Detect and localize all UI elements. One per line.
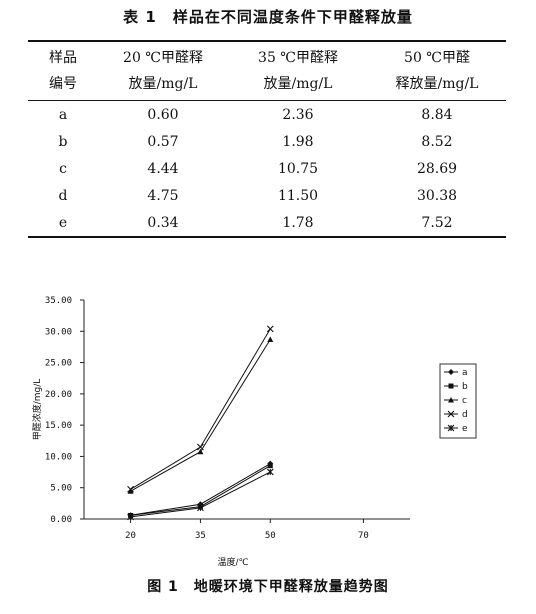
table-row: e 0.34 1.78 7.52 xyxy=(28,209,506,237)
table-cell: b xyxy=(58,133,68,150)
table-cell: 8.84 xyxy=(421,106,453,123)
table-row: b 0.57 1.98 8.52 xyxy=(28,128,506,155)
legend-label-b: b xyxy=(462,382,468,392)
data-point-e xyxy=(127,513,134,521)
table-cell: 4.44 xyxy=(147,160,179,177)
table-cell: 0.60 xyxy=(147,106,179,123)
data-point-b xyxy=(267,463,273,469)
x-tick-label: 50 xyxy=(265,531,276,541)
table-cell: 1.98 xyxy=(282,133,314,150)
legend-marker-c xyxy=(448,397,454,403)
header-20c: 20 ℃甲醛释 放量/mg/L xyxy=(98,41,228,101)
legend-box xyxy=(439,363,477,439)
header-line: 20 ℃甲醛释 xyxy=(123,50,203,66)
y-tick-label: 30.00 xyxy=(45,327,72,337)
data-point-d xyxy=(266,325,274,333)
legend-marker-d xyxy=(447,410,455,418)
table-cell: 30.38 xyxy=(416,187,458,204)
y-tick-label: 35.00 xyxy=(45,296,72,306)
table-cell: 0.34 xyxy=(147,214,179,231)
x-axis-label: 温度/℃ xyxy=(217,556,248,568)
legend-label-c: c xyxy=(462,396,467,406)
x-tick-label: 70 xyxy=(358,531,369,541)
table-row: c 4.44 10.75 28.69 xyxy=(28,155,506,182)
table-row: a 0.60 2.36 8.84 xyxy=(28,101,506,129)
table-cell: 8.52 xyxy=(421,133,453,150)
legend-label-a: a xyxy=(462,368,468,378)
series-line-c xyxy=(130,339,271,492)
legend-marker-a xyxy=(448,369,454,375)
legend-label-e: e xyxy=(462,424,468,434)
data-point-d xyxy=(197,443,204,451)
table-caption: 表 1 样品在不同温度条件下甲醛释放量 xyxy=(123,8,413,26)
table-cell: 1.78 xyxy=(282,214,314,231)
header-line: 编号 xyxy=(49,76,77,92)
table-cell: c xyxy=(59,160,67,177)
x-tick-label: 20 xyxy=(125,531,136,541)
table-cell: a xyxy=(58,106,68,123)
figure-caption: 图 1 地暖环境下甲醛释放量趋势图 xyxy=(147,579,389,595)
header-line: 放量/mg/L xyxy=(263,76,333,92)
y-tick-label: 20.00 xyxy=(45,390,72,400)
data-point-e xyxy=(197,504,204,512)
y-axis-label: 甲醛浓度/mg/L xyxy=(31,379,43,441)
x-tick-label: 35 xyxy=(195,531,206,541)
header-line: 样品 xyxy=(49,50,77,66)
table-cell: 7.52 xyxy=(421,214,453,231)
header-35c: 35 ℃甲醛释 放量/mg/L xyxy=(228,41,368,101)
table-cell: 11.50 xyxy=(277,187,319,204)
y-tick-label: 0.00 xyxy=(50,515,72,525)
table-header-row: 样品 编号 20 ℃甲醛释 放量/mg/L 35 ℃甲醛释 放量/mg/L 50 ℃甲… xyxy=(28,41,506,101)
header-line: 放量/mg/L xyxy=(128,76,198,92)
data-point-c xyxy=(127,488,134,494)
legend-marker-e xyxy=(447,424,455,432)
table-cell: 10.75 xyxy=(277,160,319,177)
data-point-d xyxy=(127,485,134,493)
table-cell: 4.75 xyxy=(147,187,179,204)
series-line-d xyxy=(130,328,271,490)
formaldehyde-trend-chart: 0.00 5.00 10.00 15.00 20.00 25.00 30.00 35.00 20… xyxy=(31,296,477,568)
header-line: 释放量/mg/L xyxy=(395,76,479,92)
table-cell: 2.36 xyxy=(282,106,314,123)
header-line: 35 ℃甲醛释 xyxy=(258,50,338,66)
legend-marker-b xyxy=(448,383,454,389)
table-cell: 28.69 xyxy=(416,160,458,177)
table-cell: e xyxy=(58,214,68,231)
table-row: d 4.75 11.50 30.38 xyxy=(28,182,506,209)
table-cell: 0.57 xyxy=(147,133,179,150)
header-50c: 50 ℃甲醛 释放量/mg/L xyxy=(368,41,506,101)
data-point-e xyxy=(266,468,274,476)
data-point-c xyxy=(197,448,204,455)
y-tick-label: 10.00 xyxy=(45,452,72,462)
y-tick-label: 5.00 xyxy=(50,484,72,494)
legend-label-d: d xyxy=(462,410,468,420)
header-sample-id: 样品 编号 xyxy=(28,41,98,101)
data-point-c xyxy=(267,336,274,342)
header-line: 50 ℃甲醛 xyxy=(404,50,470,66)
data-table: 样品 编号 20 ℃甲醛释 放量/mg/L 35 ℃甲醛释 放量/mg/L 50 ℃甲… xyxy=(28,40,506,238)
y-tick-label: 15.00 xyxy=(45,421,72,431)
y-tick-label: 25.00 xyxy=(45,359,72,369)
table-cell: d xyxy=(58,187,68,204)
